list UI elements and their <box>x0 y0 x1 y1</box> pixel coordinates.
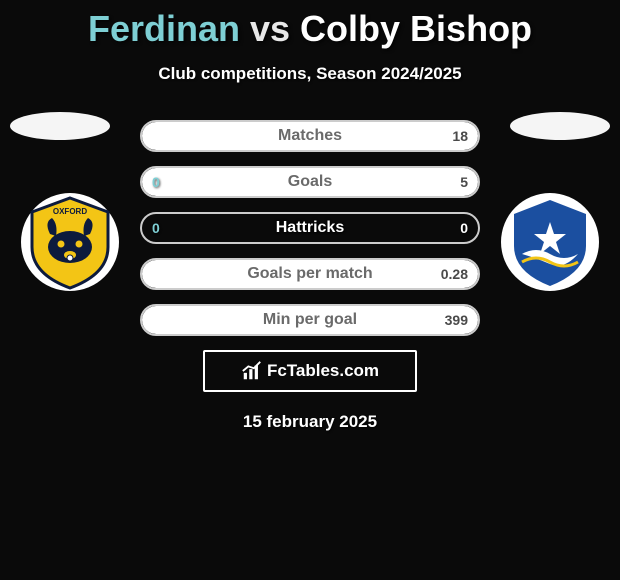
brand-text: FcTables.com <box>267 361 379 381</box>
stat-row: Hattricks0 0 <box>140 212 480 244</box>
chart-icon <box>241 360 263 382</box>
stat-row: Goals per match0.28 <box>140 258 480 290</box>
svg-text:OXFORD: OXFORD <box>53 207 87 216</box>
stat-label: Goals <box>142 168 478 196</box>
stat-value-right: 0.28 <box>441 260 468 288</box>
comparison-title: Ferdinan vs Colby Bishop <box>0 0 620 50</box>
brand-box: FcTables.com <box>203 350 417 392</box>
stat-value-right: 399 <box>445 306 468 334</box>
player1-club-badge: OXFORD <box>20 192 120 292</box>
stat-row: Goals0 5 <box>140 166 480 198</box>
avatar-placeholder-icon <box>10 112 110 140</box>
date-text: 15 february 2025 <box>0 412 620 432</box>
stat-label: Goals per match <box>142 260 478 288</box>
subtitle: Club competitions, Season 2024/2025 <box>0 64 620 84</box>
stat-row: Min per goal399 <box>140 304 480 336</box>
stat-value-left: 0 <box>152 214 160 242</box>
oxford-badge-icon: OXFORD <box>20 192 120 292</box>
vs-text: vs <box>250 8 290 49</box>
stat-label: Matches <box>142 122 478 150</box>
stat-bars: Matches18Goals05Hattricks00Goals per mat… <box>140 120 480 336</box>
stat-value-right: 0 <box>460 214 468 242</box>
stat-value-right: 5 <box>460 168 468 196</box>
stat-value-left: 0 <box>152 168 160 196</box>
player2-name: Colby Bishop <box>300 8 532 49</box>
player2-club-badge <box>500 192 600 292</box>
portsmouth-badge-icon <box>500 192 600 292</box>
stat-label: Min per goal <box>142 306 478 334</box>
stat-row: Matches18 <box>140 120 480 152</box>
player1-name: Ferdinan <box>88 8 240 49</box>
stat-value-right: 18 <box>452 122 468 150</box>
avatar-placeholder-icon <box>510 112 610 140</box>
stat-label: Hattricks <box>142 214 478 242</box>
main-area: OXFORD Matches18Goals05Hattricks00Goals … <box>0 120 620 336</box>
